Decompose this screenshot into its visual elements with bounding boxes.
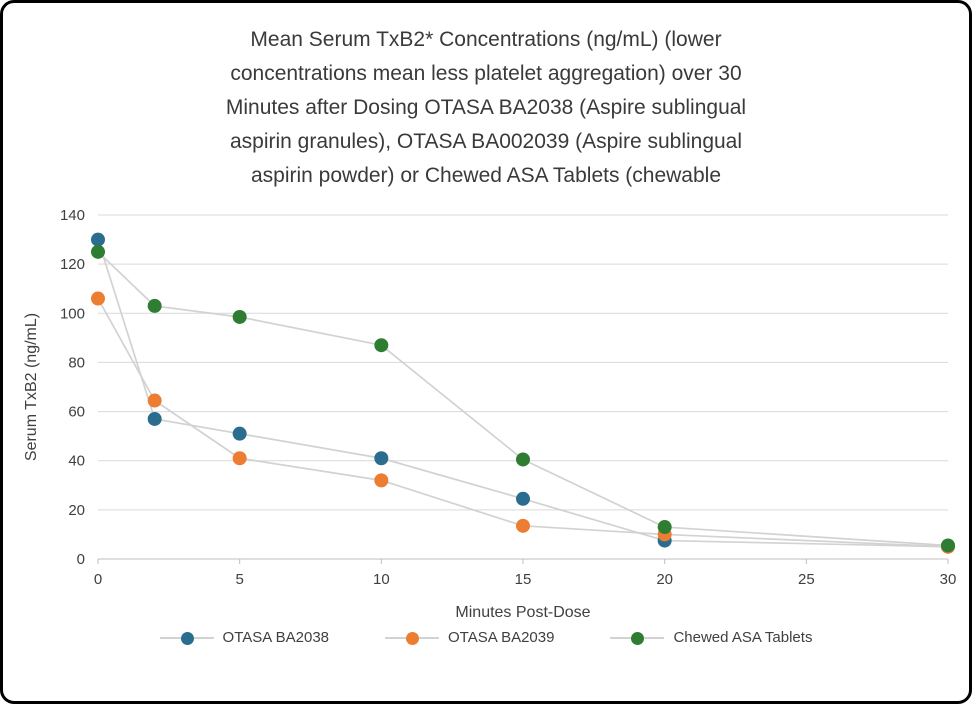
y-tick-label: 120 <box>60 256 85 273</box>
legend-dot-icon <box>180 631 194 645</box>
x-tick-label: 25 <box>798 571 815 588</box>
y-tick-label: 140 <box>60 207 85 224</box>
chart-title-line: aspirin granules), OTASA BA002039 (Aspir… <box>229 130 743 153</box>
legend-item: OTASA BA2039 <box>385 629 554 646</box>
x-tick-label: 15 <box>515 571 532 588</box>
x-tick-label: 30 <box>940 571 957 588</box>
y-tick-label: 40 <box>68 453 85 470</box>
chart-svg: 0 20 40 60 80 100 120 140 0 5 10 15 20 25 30 Serum TxB2… <box>23 207 957 621</box>
legend-label: Chewed ASA Tablets <box>673 629 813 646</box>
chart-title: Mean Serum TxB2* Concentrations (ng/mL) … <box>3 23 969 193</box>
data-point-marker <box>516 491 530 506</box>
legend-dot-icon <box>406 631 419 645</box>
legend-marker-icon <box>610 631 665 645</box>
x-tick-label: 0 <box>94 571 102 588</box>
y-axis-title: Serum TxB2 (ng/mL) <box>23 313 40 461</box>
data-point-marker <box>374 338 389 353</box>
legend-label: OTASA BA2039 <box>448 629 555 646</box>
data-point-marker <box>147 411 162 426</box>
x-axis-title: Minutes Post-Dose <box>455 604 590 621</box>
chart-title-line: Minutes after Dosing OTASA BA2038 (Aspir… <box>225 96 747 119</box>
legend-label: OTASA BA2038 <box>222 629 329 646</box>
x-tick-label: 5 <box>235 571 243 588</box>
data-point-marker <box>147 393 162 408</box>
plot-area: 0 20 40 60 80 100 120 140 0 5 10 15 20 25 30 Serum TxB2… <box>3 199 969 621</box>
legend-item: OTASA BA2038 <box>159 629 329 646</box>
y-tick-label: 60 <box>68 404 85 421</box>
legend-item: Chewed ASA Tablets <box>610 629 812 646</box>
data-point-marker <box>91 291 105 306</box>
x-tick-label: 20 <box>656 571 673 588</box>
chart-title-line: aspirin powder) or Chewed ASA Tablets (c… <box>250 164 722 187</box>
data-point-marker <box>516 518 530 533</box>
data-point-marker <box>147 298 162 313</box>
x-tick-label: 10 <box>373 571 390 588</box>
data-point-marker <box>657 520 672 535</box>
y-tick-label: 20 <box>68 502 85 519</box>
data-point-marker <box>516 452 530 467</box>
chart-legend: OTASA BA2038 OTASA BA2039 Chewed ASA Table… <box>3 629 969 646</box>
data-point-marker <box>91 232 105 247</box>
data-point-marker <box>232 426 247 441</box>
data-point-marker <box>941 538 955 553</box>
y-tick-label: 0 <box>77 551 85 568</box>
chart-title-line: concentrations mean less platelet aggreg… <box>230 62 742 85</box>
data-point-marker <box>232 451 247 466</box>
chart-title-line: Mean Serum TxB2* Concentrations (ng/mL) … <box>250 28 722 51</box>
data-point-marker <box>91 244 105 259</box>
legend-marker-icon <box>385 631 439 645</box>
data-point-marker <box>374 473 389 488</box>
y-tick-label: 100 <box>60 305 85 322</box>
y-tick-label: 80 <box>68 354 85 371</box>
data-point-marker <box>232 309 247 324</box>
data-point-marker <box>374 451 389 466</box>
legend-dot-icon <box>631 631 645 645</box>
legend-marker-icon <box>159 631 214 645</box>
